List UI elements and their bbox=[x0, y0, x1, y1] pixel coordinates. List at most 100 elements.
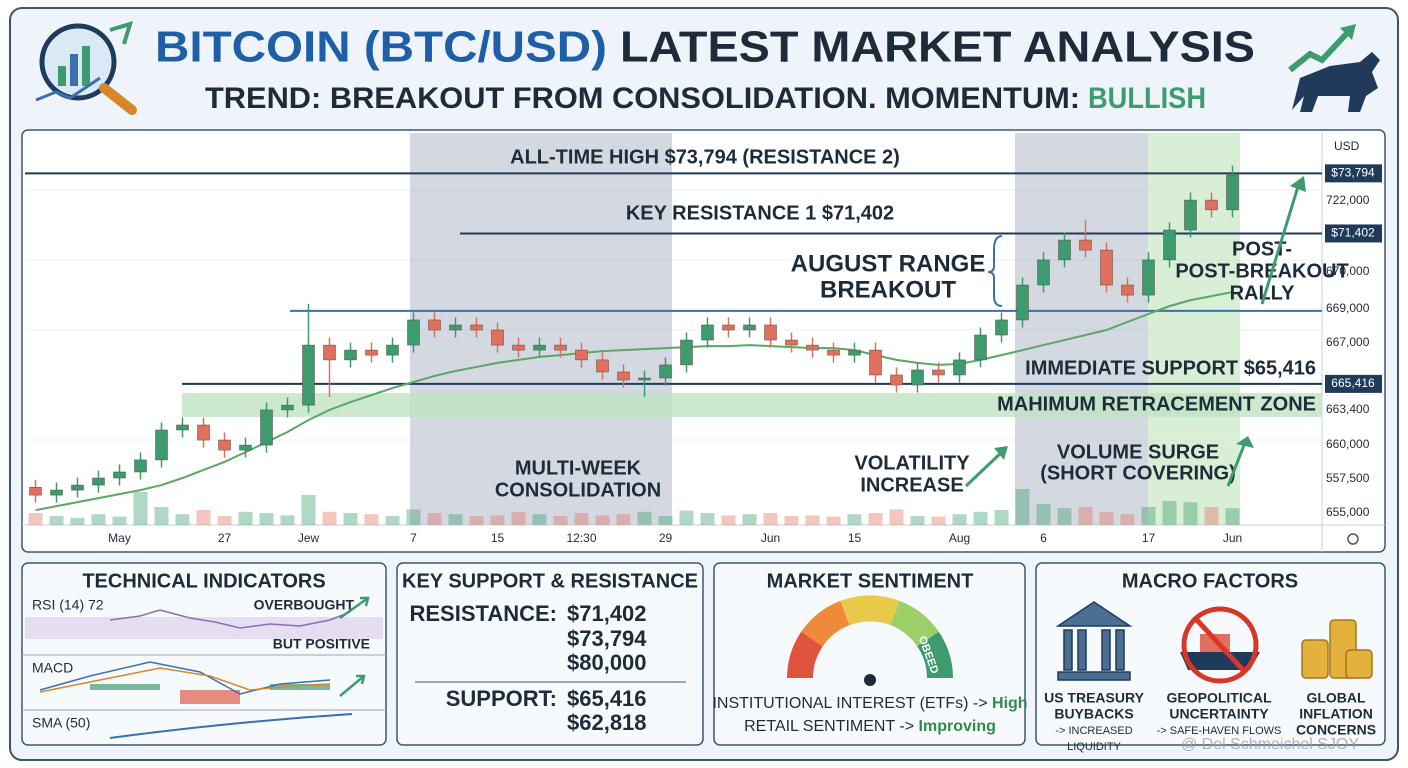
candle-body bbox=[197, 424, 210, 441]
volume-bar bbox=[910, 516, 925, 525]
candle-body bbox=[218, 439, 231, 451]
volume-bar bbox=[49, 516, 64, 525]
candle-body bbox=[386, 344, 399, 356]
volume-bar bbox=[889, 509, 904, 525]
volume-bar bbox=[133, 492, 148, 525]
volume-bar bbox=[616, 514, 631, 525]
panel bbox=[396, 562, 704, 746]
volume-bar bbox=[280, 515, 295, 525]
candle-body bbox=[302, 344, 315, 406]
candle-body bbox=[1079, 239, 1092, 251]
level-label: ALL-TIME HIGH $73,794 (RESISTANCE 2) bbox=[510, 146, 900, 168]
volume-bar bbox=[1015, 489, 1030, 525]
volume-bar bbox=[784, 516, 799, 525]
candle-body bbox=[1037, 259, 1050, 286]
arrow-head bbox=[1236, 436, 1254, 448]
y-tick-label: 670,000 bbox=[1326, 264, 1370, 278]
shipping-icon bbox=[1180, 606, 1260, 684]
candle-body bbox=[785, 339, 798, 346]
indicator-label: SMA (50) bbox=[32, 715, 90, 731]
sma-line bbox=[35, 291, 1233, 512]
rsi-band bbox=[25, 617, 383, 639]
volume-bar bbox=[301, 495, 316, 525]
candle-body bbox=[428, 319, 441, 331]
volume-bar bbox=[1225, 508, 1240, 525]
sentiment-value: High bbox=[992, 695, 1028, 712]
candle-body bbox=[1184, 199, 1197, 231]
volume-bar bbox=[700, 513, 715, 525]
candle-body bbox=[176, 424, 189, 431]
gauge bbox=[787, 595, 953, 679]
volume-bar bbox=[1078, 507, 1093, 525]
candle-body bbox=[1058, 239, 1071, 261]
candle-body bbox=[1226, 174, 1239, 211]
volume-bar bbox=[721, 515, 736, 525]
annotation-arrow bbox=[964, 448, 1006, 488]
retracement-zone bbox=[182, 393, 1322, 417]
candle-body bbox=[953, 359, 966, 376]
candle-body bbox=[995, 319, 1008, 336]
x-tick-label: 15 bbox=[491, 531, 505, 545]
volatility-shade bbox=[1015, 133, 1148, 525]
sentiment-text: INSTITUTIONAL INTEREST (ETFs) -> bbox=[712, 695, 987, 712]
volume-bar bbox=[1162, 501, 1177, 525]
x-tick-label: Jun bbox=[1223, 531, 1242, 545]
volume-bar bbox=[658, 516, 673, 525]
x-tick-label: 12:30 bbox=[566, 531, 596, 545]
volume-bar bbox=[574, 513, 589, 525]
macro-caption: LIQUIDITY bbox=[1067, 741, 1121, 753]
arrow bbox=[339, 596, 370, 620]
arrow bbox=[339, 674, 366, 697]
candle-body bbox=[932, 369, 945, 376]
volume-bar bbox=[364, 514, 379, 525]
candle-body bbox=[1142, 259, 1155, 296]
candle-body bbox=[554, 344, 567, 351]
x-tick-label: 7 bbox=[410, 531, 417, 545]
macro-caption: GLOBAL bbox=[1306, 690, 1366, 706]
volume-bar bbox=[847, 514, 862, 525]
support-value: $62,818 bbox=[567, 710, 647, 735]
annotation: POST-BREAKOUT bbox=[1175, 260, 1348, 282]
support-label: SUPPORT: bbox=[446, 686, 557, 711]
candle-body bbox=[134, 459, 147, 473]
volume-bar bbox=[1057, 508, 1072, 525]
level-label: KEY RESISTANCE 1 $71,402 bbox=[626, 202, 894, 224]
price-tag-label: $73,794 bbox=[1331, 166, 1375, 180]
volume-bar bbox=[175, 514, 190, 525]
bull-icon bbox=[1288, 24, 1380, 112]
volume-bar bbox=[70, 517, 85, 525]
price-tag-label: $71,402 bbox=[1331, 226, 1375, 240]
x-tick-label: 15 bbox=[848, 531, 862, 545]
arrow-head bbox=[1290, 176, 1306, 192]
candle-body bbox=[869, 349, 882, 376]
volume-bar bbox=[1099, 511, 1114, 525]
volume-bar bbox=[595, 515, 610, 525]
candle-body bbox=[806, 344, 819, 351]
candle-body bbox=[638, 377, 651, 381]
candle-body bbox=[512, 344, 525, 351]
candle-body bbox=[470, 324, 483, 331]
volume-bar bbox=[511, 511, 526, 525]
volume-bar bbox=[112, 516, 127, 525]
volume-bar bbox=[763, 513, 778, 525]
title-highlight: BITCOIN (BTC/USD) bbox=[155, 23, 607, 72]
macro-caption: -> SAFE-HAVEN FLOWS bbox=[1157, 725, 1282, 737]
zone-label: MAHIMUM RETRACEMENT ZONE bbox=[997, 393, 1316, 415]
y-tick-label: 655,000 bbox=[1326, 505, 1370, 519]
candle-body bbox=[827, 349, 840, 356]
settings-icon[interactable] bbox=[1347, 533, 1359, 545]
candle-body bbox=[764, 324, 777, 341]
annotation-arrow bbox=[1226, 439, 1248, 487]
chart-frame bbox=[21, 129, 1386, 553]
candle-body bbox=[974, 334, 987, 361]
annotation: RALLY bbox=[1230, 282, 1295, 304]
candle-body bbox=[407, 319, 420, 346]
candle-body bbox=[848, 349, 861, 356]
volume-bar bbox=[826, 516, 841, 525]
volume-bar bbox=[1204, 507, 1219, 525]
y-tick-label: 669,000 bbox=[1326, 301, 1370, 315]
candle-body bbox=[260, 409, 273, 446]
volume-bar bbox=[217, 516, 232, 525]
price-tag bbox=[1325, 374, 1382, 393]
sentiment-value: Improving bbox=[919, 718, 996, 735]
